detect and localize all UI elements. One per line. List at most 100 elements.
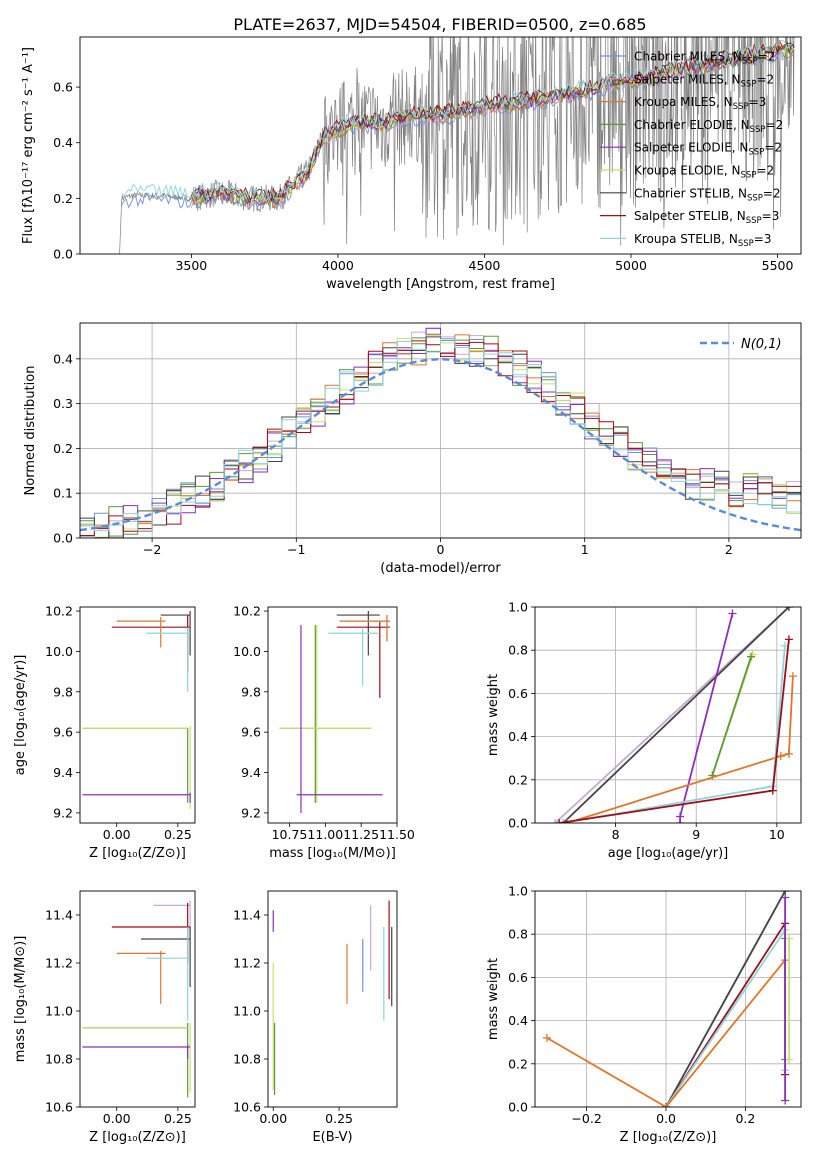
y-tick-label: 9.8 [241,684,261,699]
y-tick-label: 9.6 [241,725,261,740]
y-tick-label: 0.2 [508,1056,528,1071]
y-tick-label: 0.8 [508,643,528,658]
x-axis-label: E(B-V) [312,1130,352,1145]
x-tick-label: 3500 [175,258,207,273]
y-tick-label: 10.8 [45,1052,73,1067]
y-tick-label: 11.0 [233,1004,261,1019]
point-marker-salpeter_elodie [781,1096,790,1105]
x-tick-label: 0.25 [164,827,192,842]
cumulative-line-salpeter_miles [554,607,790,823]
legend-sub: SSP [738,239,754,249]
y-tick-label: 9.8 [53,684,73,699]
legend-text: Chabrier MILES, N [634,50,742,64]
gaussian-curve [80,358,801,532]
legend-sub: SSP [748,148,764,158]
y-tick-label: 9.4 [241,765,261,780]
x-tick-label: 0.25 [325,1111,353,1126]
point-marker-chabrier_stelib [784,607,793,611]
point-marker-kroupa_elodie [785,934,794,943]
y-axis-label: age [log₁₀(age/yr)] [13,655,28,776]
cumulative-line-kroupa_miles [546,959,786,1107]
point-marker-salpeter_elodie [781,893,790,902]
cumulative-line-salpeter_stelib [559,639,790,823]
y-tick-label: 11.0 [45,1004,73,1019]
legend-tail: =2 [756,164,774,178]
y-tick-label: 0.2 [508,772,528,787]
legend-text: Kroupa ELODIE, N [634,164,741,178]
point-marker-salpeter_stelib [784,635,793,644]
y-axis-label: Normed distribution [23,366,38,496]
legend-text: Kroupa STELIB, N [634,232,738,246]
plot-area [535,607,801,823]
plot-area [80,323,801,538]
plot-area [82,900,191,1098]
legend-tail: =3 [762,209,780,223]
panel-massweight_vs_z: −0.2 0.0 0.2 0.0 0.2 0.4 0.6 0.8 1.0 Z [log₁₀(Z/Z… [486,884,802,1145]
x-tick-label: 5500 [762,258,794,273]
point-marker-salpeter_elodie [728,609,737,618]
x-tick-label: 10 [769,827,785,842]
axes-frame [267,606,398,824]
legend-tail: =2 [764,141,782,155]
y-tick-label: 0.4 [53,351,73,366]
y-tick-label: 10.2 [45,604,73,619]
x-tick-label: 11.25 [343,827,379,842]
x-tick-label: 8 [612,827,620,842]
y-tick-label: 11.4 [233,908,261,923]
legend-entry: Chabrier MILES, NSSP=2 [634,50,775,67]
panel-age_vs_z: 0.00 0.25 9.2 9.4 9.6 9.8 10.0 10.2 Z [log₁₀(Z/Z… [13,604,196,861]
legend-entry: Chabrier STELIB, NSSP=2 [634,186,781,203]
x-tick-label: −1 [287,542,305,557]
point-marker-kroupa_miles [662,1103,671,1107]
y-tick-label: 0.0 [508,816,528,831]
legend-sub: SSP [746,216,762,226]
y-tick-label: 9.4 [53,765,73,780]
model-line-kroupa_elodie [190,41,795,204]
plot-area [119,37,796,254]
histogram-kroupa_stelib [80,338,801,532]
plot-area [279,611,390,813]
x-tick-label: 1 [581,542,589,557]
legend-sub: SSP [733,102,749,112]
panel-massweight_vs_age: 8 9 10 0.0 0.2 0.4 0.6 0.8 1.0 age [log₁₀(age/yr)… [486,600,802,861]
point-marker-kroupa_miles [784,749,793,758]
y-tick-label: 10.8 [233,1052,261,1067]
y-axis-label: mass weight [486,674,501,756]
x-tick-label: 0 [437,542,445,557]
legend-sub: SSP [741,79,757,89]
axes-frame [267,890,398,1108]
x-tick-label: 0.25 [164,1111,192,1126]
x-tick-label: 0.00 [259,1111,287,1126]
point-marker-salpeter_elodie [676,812,685,821]
y-axis-label: mass [log₁₀(M/M⊙)] [13,936,28,1063]
x-tick-label: 0.2 [735,1111,755,1126]
y-tick-label: 10.0 [45,644,73,659]
y-tick-label: 10.2 [233,604,261,619]
y-tick-label: 0.1 [53,486,73,501]
x-tick-label: 4500 [469,258,501,273]
axes-frame [79,36,802,255]
legend-entry: Salpeter ELODIE, NSSP=2 [634,141,782,158]
legend-text: Salpeter STELIB, N [634,209,746,223]
legend-tail: =2 [763,186,781,200]
point-marker-salpeter_miles [551,819,560,823]
y-tick-label: 9.2 [241,805,261,820]
y-tick-label: 9.6 [53,725,73,740]
legend-sub: SSP [747,193,763,203]
x-tick-label: 0.00 [103,827,131,842]
figure-title: PLATE=2637, MJD=54504, FIBERID=0500, z=0… [233,15,646,34]
x-tick-label: 9 [692,827,700,842]
panel-mass_vs_z: 0.00 0.25 10.6 10.8 11.0 11.2 11.4 Z [log₁₀(Z/Z… [13,890,196,1145]
legend-entry: Kroupa ELODIE, NSSP=2 [634,164,774,181]
y-tick-label: 0.4 [508,729,528,744]
plot-area [535,891,801,1107]
x-tick-label: 0.00 [103,1111,131,1126]
legend-text: Salpeter ELODIE, N [634,141,748,155]
legend-entry: Salpeter MILES, NSSP=2 [634,72,774,89]
panel-residuals: −2 −1 0 1 2 0.0 0.1 0.2 0.3 0.4 (data-model)/error… [23,322,802,576]
cumulative-line-chabrier_stelib [665,891,786,1107]
y-tick-label: 0.2 [53,191,73,206]
y-tick-label: 10.0 [233,644,261,659]
point-marker-salpeter_stelib [768,786,777,795]
x-tick-label: −2 [143,542,161,557]
